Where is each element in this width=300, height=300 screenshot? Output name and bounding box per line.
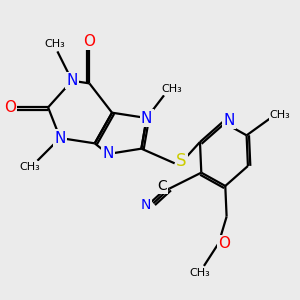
Text: O: O: [218, 236, 230, 251]
Text: N: N: [141, 110, 152, 125]
Text: CH₃: CH₃: [162, 84, 182, 94]
Text: C: C: [157, 179, 167, 193]
Text: N: N: [66, 73, 78, 88]
Text: O: O: [4, 100, 16, 115]
Text: N: N: [141, 198, 151, 212]
Text: N: N: [102, 146, 114, 161]
Text: CH₃: CH₃: [190, 268, 210, 278]
Text: N: N: [224, 113, 235, 128]
Text: CH₃: CH₃: [44, 39, 65, 49]
Text: N: N: [54, 130, 66, 146]
Text: CH₃: CH₃: [19, 162, 40, 172]
Text: CH₃: CH₃: [269, 110, 290, 120]
Text: O: O: [83, 34, 95, 49]
Text: S: S: [176, 152, 187, 170]
